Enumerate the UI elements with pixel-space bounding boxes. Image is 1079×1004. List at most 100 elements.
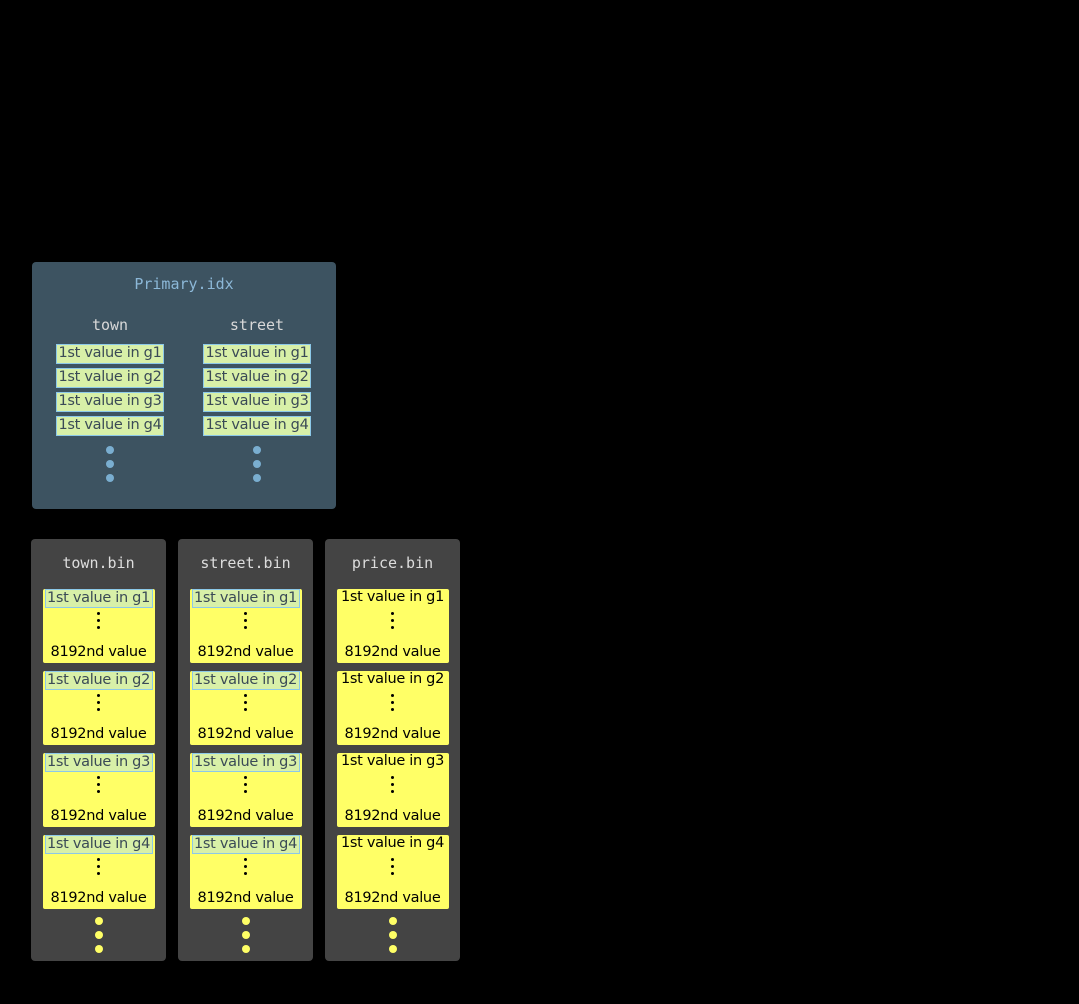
granule-last-value: 8192nd value [344, 890, 441, 906]
vertical-ellipsis [190, 858, 302, 875]
dot [244, 865, 247, 868]
dot [391, 612, 394, 615]
index-entry: 1st value in g1 [56, 344, 164, 364]
granule: 1st value in g2 8192nd value [189, 671, 302, 745]
bin-file-town-bin: town.bin 1st value in g1 8192nd value 1st v… [31, 539, 166, 961]
vertical-ellipsis [337, 776, 449, 793]
index-entry: 1st value in g3 [203, 392, 311, 412]
granule-first-value: 1st value in g4 [44, 835, 153, 854]
granule-last-value: 8192nd value [50, 726, 147, 742]
dot [97, 612, 100, 615]
dot [391, 872, 394, 875]
dot [388, 931, 397, 939]
index-column-town: town 1st value in g1 1st value in g2 1st va… [56, 316, 164, 482]
more-granules-dots [325, 917, 460, 953]
bin-file-street-bin: street.bin 1st value in g1 8192nd value 1st… [178, 539, 313, 961]
granule-last-value: 8192nd value [50, 644, 147, 660]
dot [388, 945, 397, 953]
dot [253, 446, 261, 454]
dot [97, 701, 100, 704]
granule: 1st value in g4 8192nd value [42, 835, 155, 909]
dot [97, 790, 100, 793]
dot [244, 872, 247, 875]
granule-last-value: 8192nd value [50, 808, 147, 824]
dot [244, 701, 247, 704]
dot [94, 931, 103, 939]
bin-file-title: price.bin [351, 554, 434, 572]
dot [391, 790, 394, 793]
dot [241, 931, 250, 939]
dot [244, 858, 247, 861]
dot [244, 619, 247, 622]
granule: 1st value in g1 8192nd value [42, 589, 155, 663]
dot [244, 708, 247, 711]
dot [97, 776, 100, 779]
dot [97, 708, 100, 711]
granule-first-value: 1st value in g3 [191, 753, 300, 772]
dot [241, 945, 250, 953]
granule: 1st value in g1 8192nd value [189, 589, 302, 663]
dot [94, 917, 103, 925]
dot [106, 460, 114, 468]
primary-index-panel: Primary.idx town 1st value in g1 1st value… [32, 262, 336, 509]
vertical-ellipsis [337, 694, 449, 711]
granule: 1st value in g3 8192nd value [189, 753, 302, 827]
granule-first-value: 1st value in g3 [340, 753, 445, 769]
index-column-header: town [91, 316, 129, 334]
granule-last-value: 8192nd value [344, 644, 441, 660]
granule-last-value: 8192nd value [344, 808, 441, 824]
dot [97, 783, 100, 786]
granule-first-value: 1st value in g3 [44, 753, 153, 772]
index-entry: 1st value in g2 [203, 368, 311, 388]
index-column-street: street 1st value in g1 1st value in g2 1st … [203, 316, 311, 482]
vertical-ellipsis [190, 612, 302, 629]
bin-file-title: town.bin [62, 554, 135, 572]
granule-last-value: 8192nd value [197, 808, 294, 824]
granule: 1st value in g3 8192nd value [336, 753, 449, 827]
granule: 1st value in g2 8192nd value [42, 671, 155, 745]
dot [391, 694, 394, 697]
granule-first-value: 1st value in g4 [340, 835, 445, 851]
dot [106, 474, 114, 482]
vertical-ellipsis [43, 858, 155, 875]
dot [97, 865, 100, 868]
granule-first-value: 1st value in g1 [191, 589, 300, 608]
dot [244, 790, 247, 793]
granule-last-value: 8192nd value [197, 726, 294, 742]
dot [94, 945, 103, 953]
dot [106, 446, 114, 454]
dot [244, 612, 247, 615]
dot [391, 858, 394, 861]
granule: 1st value in g1 8192nd value [336, 589, 449, 663]
dot [241, 917, 250, 925]
granule-last-value: 8192nd value [50, 890, 147, 906]
dot [391, 619, 394, 622]
dot [97, 619, 100, 622]
granule: 1st value in g4 8192nd value [336, 835, 449, 909]
index-entry: 1st value in g4 [56, 416, 164, 436]
dot [97, 872, 100, 875]
index-entry: 1st value in g4 [203, 416, 311, 436]
dot [391, 783, 394, 786]
dot [244, 694, 247, 697]
index-entry: 1st value in g3 [56, 392, 164, 412]
vertical-ellipsis [337, 612, 449, 629]
granule-first-value: 1st value in g1 [44, 589, 153, 608]
dot [97, 694, 100, 697]
dot [391, 776, 394, 779]
dot [391, 708, 394, 711]
vertical-ellipsis [43, 694, 155, 711]
more-granules-dots [31, 917, 166, 953]
index-entry: 1st value in g1 [203, 344, 311, 364]
more-entries-dots [56, 446, 164, 482]
more-granules-dots [178, 917, 313, 953]
granule-first-value: 1st value in g1 [340, 589, 445, 605]
granule-last-value: 8192nd value [344, 726, 441, 742]
granule: 1st value in g4 8192nd value [189, 835, 302, 909]
dot [244, 783, 247, 786]
dot [253, 460, 261, 468]
dot [391, 626, 394, 629]
primary-index-title: Primary.idx [134, 275, 234, 293]
index-column-header: street [229, 316, 285, 334]
dot [253, 474, 261, 482]
